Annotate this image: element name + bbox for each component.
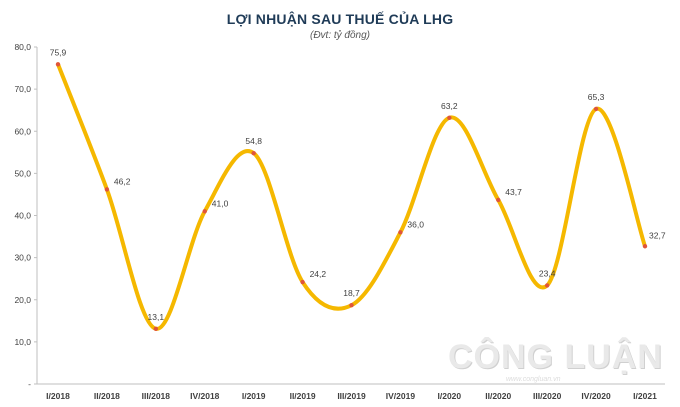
x-tick-label: II/2020 (485, 391, 511, 401)
watermark-url: www.congluan.vn (506, 376, 561, 383)
data-label: 43,7 (505, 187, 522, 197)
data-point (642, 244, 648, 249)
watermark-logo: CÔNG LUẬN (448, 338, 663, 376)
data-label: 18,7 (343, 288, 360, 298)
y-tick-label: 60,0 (14, 126, 31, 136)
data-label: 23,4 (539, 268, 556, 278)
data-label: 32,7 (649, 230, 666, 240)
y-tick-label: 30,0 (14, 253, 31, 263)
data-label: 54,8 (245, 136, 262, 146)
x-tick-label: IV/2018 (190, 391, 220, 401)
y-tick-label: 80,0 (14, 42, 31, 52)
chart-subtitle: (Đvt: tỷ đồng) (309, 30, 371, 41)
data-point (496, 197, 501, 203)
x-tick-label: I/2019 (242, 391, 266, 401)
data-point (300, 279, 305, 285)
x-tick-label: II/2018 (94, 391, 120, 401)
y-tick-label: 50,0 (14, 168, 31, 178)
x-tick-label: III/2019 (337, 391, 366, 401)
data-label: 65,3 (588, 92, 605, 102)
data-point (104, 187, 110, 192)
data-point (55, 62, 61, 67)
chart-title: LỢI NHUẬN SAU THUẾ CỦA LHG (226, 11, 454, 27)
x-tick-label: I/2021 (633, 391, 657, 401)
data-point (447, 115, 452, 120)
data-label: 24,2 (310, 269, 327, 279)
data-label: 41,0 (212, 198, 229, 208)
x-tick-label: III/2020 (533, 391, 562, 401)
x-tick-label: II/2019 (290, 391, 316, 401)
data-point (544, 283, 550, 288)
y-tick-label: 10,0 (14, 337, 31, 347)
x-tick-label: I/2020 (438, 391, 462, 401)
data-point (202, 209, 207, 214)
y-tick-label: 70,0 (14, 84, 31, 94)
data-label: 75,9 (50, 47, 67, 57)
data-point (153, 326, 159, 332)
data-point (251, 150, 256, 156)
data-label: 63,2 (441, 101, 458, 111)
x-tick-label: IV/2020 (581, 391, 611, 401)
x-tick-label: III/2018 (142, 391, 171, 401)
x-tick-label: I/2018 (46, 391, 70, 401)
data-point (593, 106, 599, 112)
x-tick-label: IV/2019 (386, 391, 416, 401)
data-point (398, 230, 403, 235)
series-line (56, 62, 647, 331)
data-label: 46,2 (114, 176, 131, 186)
data-label: 36,0 (407, 219, 424, 229)
y-tick-label: 20,0 (14, 295, 31, 305)
y-tick-label: 40,0 (14, 211, 31, 221)
data-point (349, 303, 354, 308)
data-label: 13,1 (148, 312, 165, 322)
y-tick-label: - (28, 379, 31, 389)
